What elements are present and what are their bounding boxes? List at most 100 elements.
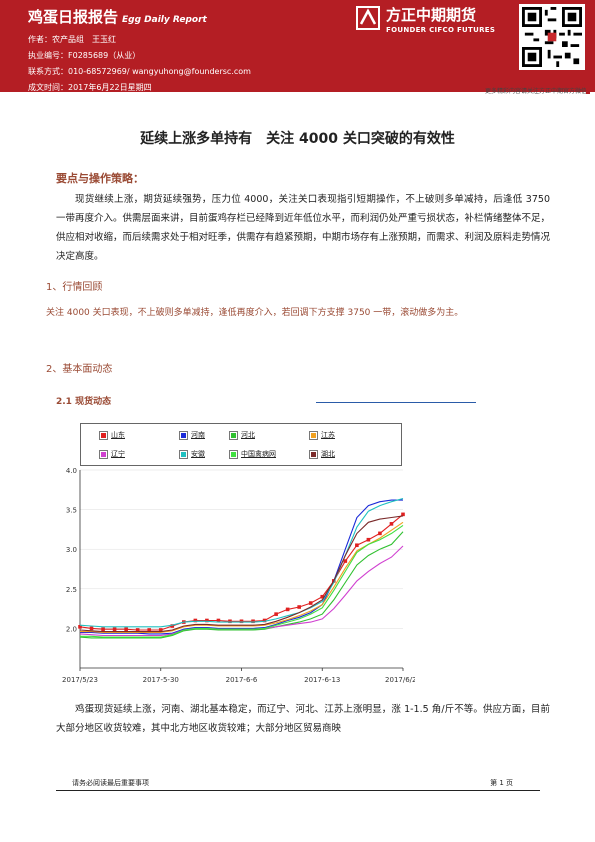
data-point xyxy=(101,627,105,631)
report-title: 鸡蛋日报报告 Egg Daily Report xyxy=(28,6,207,27)
qr-code-graphic xyxy=(522,7,582,67)
data-point xyxy=(262,618,267,623)
x-tick-label: 2017-5-30 xyxy=(143,676,179,684)
series-3 xyxy=(80,521,404,633)
data-point xyxy=(147,628,152,632)
y-tick-label: 2.5 xyxy=(66,586,77,594)
y-tick-label: 2.0 xyxy=(66,625,77,633)
spot-heading: 2.1 现货动态 xyxy=(56,397,112,407)
chart-legend: 山东 河南 河北 江苏辽宁 安徽 中国禽病网 湖北 xyxy=(80,423,402,466)
data-point xyxy=(378,531,382,536)
legend-swatch xyxy=(179,449,188,459)
legend-label: 河南 xyxy=(191,431,205,439)
arrow-up-icon xyxy=(583,80,593,94)
brand-name-cn: 方正中期期货 xyxy=(386,6,477,24)
x-tick-label: 2017-6-13 xyxy=(304,676,340,684)
legend-label: 中国禽病网 xyxy=(241,450,276,458)
data-point xyxy=(274,612,278,616)
data-point xyxy=(124,627,128,631)
legend-swatch xyxy=(309,449,318,459)
legend-item: 河北 xyxy=(229,430,255,440)
legend-item: 湖北 xyxy=(309,449,335,459)
spot-paragraph: 鸡蛋现货延续上涨，河南、湖北基本稳定，而辽宁、河北、江苏上涨明显，涨 1-1.5… xyxy=(56,704,550,734)
brand-name-en: FOUNDER CIFCO FUTURES xyxy=(386,26,496,34)
data-point xyxy=(205,618,209,623)
x-tick-label: 2017/5/23 xyxy=(62,676,98,684)
data-point xyxy=(78,625,82,629)
data-point xyxy=(355,543,359,548)
page-number: 第 1 页 xyxy=(490,779,513,787)
legend-item: 辽宁 xyxy=(99,449,125,459)
review-paragraph: 关注 4000 关口表现，不上破则多单减持，逢低再度介入，若回调下方支撑 375… xyxy=(46,308,464,318)
legend-swatch xyxy=(179,430,188,440)
legend-item: 山东 xyxy=(99,430,125,440)
report-title-cn: 鸡蛋日报报告 xyxy=(28,8,119,26)
data-point xyxy=(112,627,117,631)
license-line: 执业编号：F0285689（从业） xyxy=(28,51,141,60)
legend-label: 湖北 xyxy=(321,450,335,458)
data-point xyxy=(343,559,348,563)
series-1 xyxy=(80,499,403,635)
legend-swatch xyxy=(99,430,108,440)
data-point xyxy=(239,619,244,624)
legend-swatch xyxy=(229,449,238,459)
report-title-en: Egg Daily Report xyxy=(122,15,207,25)
data-point xyxy=(89,626,94,631)
wechat-banner: 更多精彩内容请关注方正中期官方微信 xyxy=(484,88,587,95)
x-tick-label: 2017/6/20 xyxy=(385,676,415,684)
contact-line: 联系方式：010-68572969/ wangyuhong@foundersc.… xyxy=(28,67,251,76)
fundamental-heading: 2、基本面动态 xyxy=(46,364,113,375)
data-point xyxy=(228,619,232,624)
series-line xyxy=(80,499,403,635)
series-line xyxy=(80,521,404,633)
data-point xyxy=(285,607,290,612)
series-line xyxy=(79,531,404,639)
legend-swatch xyxy=(229,430,238,440)
strategy-heading: 要点与操作策略： xyxy=(56,172,144,185)
legend-label: 江苏 xyxy=(321,431,335,439)
data-point xyxy=(297,605,301,609)
footer-notice: 请务必阅读最后重要事项 xyxy=(72,779,149,787)
data-point xyxy=(308,601,313,605)
report-header: 鸡蛋日报报告 Egg Daily Report 作者：农产品组 王玉红 执业编号：… xyxy=(0,0,595,92)
y-tick-label: 3.5 xyxy=(66,507,77,515)
divider-line xyxy=(316,402,476,403)
series-line xyxy=(80,524,404,638)
legend-item: 河南 xyxy=(179,430,205,440)
series-6 xyxy=(80,524,404,638)
series-5 xyxy=(79,497,404,628)
data-point xyxy=(158,628,163,632)
legend-label: 山东 xyxy=(111,431,125,439)
y-tick-label: 4.0 xyxy=(66,467,77,475)
legend-label: 辽宁 xyxy=(111,450,125,458)
data-point xyxy=(401,512,405,517)
legend-label: 河北 xyxy=(241,431,255,439)
data-point xyxy=(170,624,175,628)
legend-item: 安徽 xyxy=(179,449,205,459)
data-point xyxy=(320,594,325,599)
review-heading: 1、行情回顾 xyxy=(46,282,103,293)
legend-swatch xyxy=(309,430,318,440)
data-point xyxy=(366,537,371,542)
data-point xyxy=(216,618,221,623)
brand-mark-icon xyxy=(356,6,380,30)
legend-item: 江苏 xyxy=(309,430,335,440)
data-point xyxy=(389,522,394,526)
series-2 xyxy=(79,531,404,639)
data-point xyxy=(135,628,140,632)
qr-code-icon xyxy=(519,4,585,70)
x-tick-label: 2017-6-6 xyxy=(226,676,258,684)
doc-title: 延续上涨多单持有 关注 4000 关口突破的有效性 xyxy=(140,131,455,147)
legend-item: 中国禽病网 xyxy=(229,449,276,459)
author-line: 作者：农产品组 王玉红 xyxy=(28,35,116,44)
y-tick-label: 3.0 xyxy=(66,546,77,554)
strategy-paragraph: 现货继续上涨，期货延续强势，压力位 4000，关注关口表现指引短期操作，不上破则… xyxy=(56,194,551,262)
series-line xyxy=(79,497,404,628)
footer-line xyxy=(56,790,540,791)
date-line: 成文时间：2017年6月22日星期四 xyxy=(28,83,152,92)
data-point xyxy=(251,619,255,624)
legend-swatch xyxy=(99,449,108,459)
series-7 xyxy=(79,515,404,633)
series-line xyxy=(79,515,404,633)
spot-price-chart: 2.0 2.5 3.0 3.5 4.0 2017/5/23 2017-5-30 2017-6-… xyxy=(62,467,415,684)
